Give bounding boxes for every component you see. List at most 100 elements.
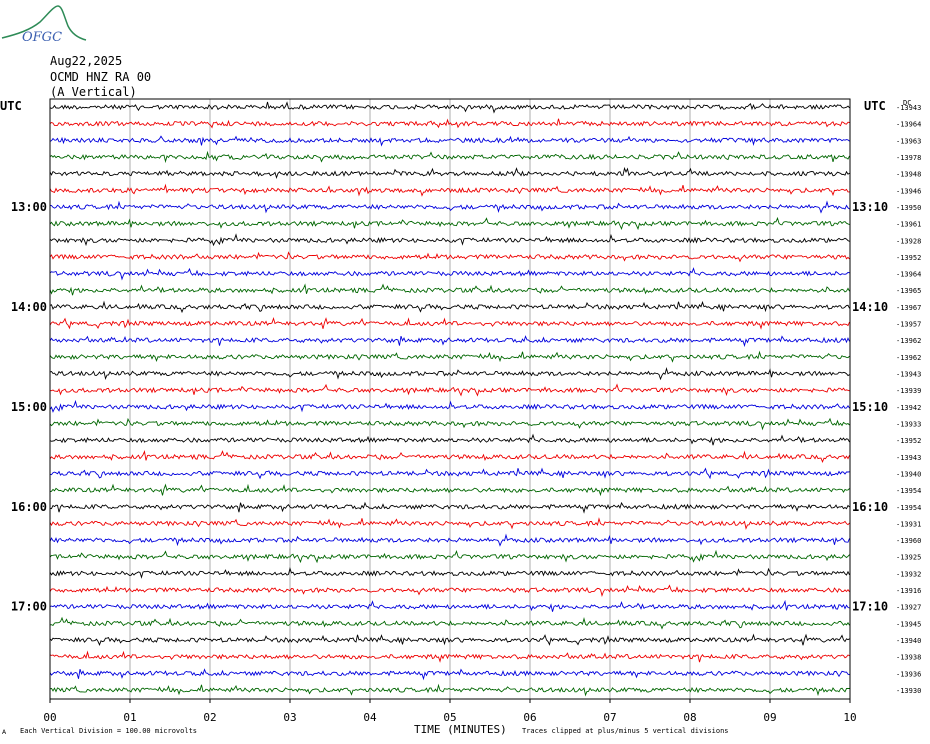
dc-offset-label: -13962 xyxy=(896,337,921,345)
trace-line xyxy=(49,135,850,147)
dc-offset-label: -13965 xyxy=(896,287,921,295)
dc-header-label: DC xyxy=(903,99,911,107)
dc-offset-label: -13945 xyxy=(896,620,921,628)
dc-offset-label: -13940 xyxy=(896,637,921,645)
dc-offset-label: -13950 xyxy=(896,204,921,212)
right-time-label: 15:10 xyxy=(852,400,888,414)
trace-line xyxy=(49,183,850,197)
dc-offset-label: -13952 xyxy=(896,254,921,262)
dc-offset-label: -13928 xyxy=(896,237,921,245)
x-tick-label: 03 xyxy=(283,711,296,724)
dc-offset-label: -13933 xyxy=(896,420,921,428)
trace-line xyxy=(49,417,850,431)
left-time-label: 16:00 xyxy=(11,500,47,514)
dc-offset-label: -13936 xyxy=(896,670,921,678)
x-tick-label: 06 xyxy=(523,711,536,724)
left-time-label: 14:00 xyxy=(11,300,47,314)
trace-line xyxy=(49,449,850,463)
x-tick-label: 00 xyxy=(43,711,56,724)
right-utc-label: UTC xyxy=(864,99,886,113)
trace-line xyxy=(49,335,850,348)
trace-line xyxy=(49,549,850,564)
dc-offset-label: -13930 xyxy=(896,687,921,695)
trace-line xyxy=(49,200,850,214)
dc-offset-label: -13967 xyxy=(896,304,921,312)
x-tick-label: 01 xyxy=(123,711,136,724)
trace-line xyxy=(49,584,850,598)
dc-offset-label: -13952 xyxy=(896,437,921,445)
x-tick-label: 08 xyxy=(683,711,696,724)
dc-offset-labels: -13943 -13964 -13963 -13978 -13948 -13946 -139… xyxy=(896,104,921,695)
ofgc-logo: OFGC xyxy=(1,5,87,45)
dc-offset-label: -13932 xyxy=(896,570,921,578)
trace-line xyxy=(49,467,850,480)
trace-line xyxy=(49,383,850,397)
trace-line xyxy=(49,399,850,413)
dc-offset-label: -13964 xyxy=(896,271,921,279)
trace-line xyxy=(49,517,850,530)
dc-offset-label: -13916 xyxy=(896,587,921,595)
dc-offset-label: -13957 xyxy=(896,321,921,329)
dc-offset-label: -13962 xyxy=(896,354,921,362)
seismic-traces xyxy=(49,101,850,697)
trace-line xyxy=(49,683,850,697)
component-label: (A Vertical) xyxy=(50,85,137,99)
x-tick-label: 04 xyxy=(363,711,377,724)
dc-offset-label: -13943 xyxy=(896,454,921,462)
trace-line xyxy=(49,166,850,180)
dc-offset-label: -13943 xyxy=(896,104,921,112)
left-time-label: 15:00 xyxy=(11,400,47,414)
x-axis-ticks: 00 01 02 03 04 05 06 07 08 09 10 xyxy=(43,699,857,724)
right-time-label: 14:10 xyxy=(852,300,888,314)
trace-line xyxy=(49,616,850,630)
dc-offset-label: -13946 xyxy=(896,187,921,195)
x-tick-label: 10 xyxy=(843,711,856,724)
dc-offset-label: -13939 xyxy=(896,387,921,395)
dc-offset-label: -13940 xyxy=(896,470,921,478)
dc-offset-label: -13954 xyxy=(896,504,921,512)
trace-line xyxy=(49,300,850,314)
clip-note: Traces clipped at plus/minus 5 vertical … xyxy=(522,727,729,735)
dc-offset-label: -13931 xyxy=(896,520,921,528)
left-utc-label: UTC xyxy=(0,99,22,113)
trace-line xyxy=(49,567,850,579)
right-time-labels: 13:10 14:10 15:10 16:10 17:10 xyxy=(852,200,888,614)
dc-offset-label: -13960 xyxy=(896,537,921,545)
dc-offset-label: -13948 xyxy=(896,171,921,179)
trace-line xyxy=(49,101,850,114)
trace-line xyxy=(49,533,850,547)
dc-offset-label: -13938 xyxy=(896,654,921,662)
x-axis-title: TIME (MINUTES) xyxy=(414,723,507,736)
dc-offset-label: -13978 xyxy=(896,154,921,162)
trace-line xyxy=(49,251,850,263)
corner-mark: A xyxy=(2,729,7,736)
trace-line xyxy=(49,267,850,281)
dc-offset-label: -13925 xyxy=(896,554,921,562)
trace-line xyxy=(49,433,850,446)
right-time-label: 16:10 xyxy=(852,500,888,514)
dc-offset-label: -13961 xyxy=(896,221,921,229)
trace-line xyxy=(49,599,850,612)
trace-line xyxy=(49,216,850,231)
left-time-labels: 13:00 14:00 15:00 16:00 17:00 xyxy=(11,200,47,614)
dc-offset-label: -13964 xyxy=(896,121,921,129)
x-tick-label: 05 xyxy=(443,711,456,724)
dc-offset-label: -13963 xyxy=(896,137,921,145)
right-time-label: 13:10 xyxy=(852,200,888,214)
trace-line xyxy=(49,366,850,381)
x-tick-label: 07 xyxy=(603,711,616,724)
x-tick-label: 09 xyxy=(763,711,776,724)
trace-line xyxy=(49,633,850,646)
plot-date: Aug22,2025 xyxy=(50,54,123,68)
trace-line xyxy=(49,668,850,681)
trace-line xyxy=(49,650,850,663)
dc-offset-label: -13943 xyxy=(896,371,921,379)
trace-line xyxy=(49,350,850,363)
trace-line xyxy=(49,317,850,330)
right-time-label: 17:10 xyxy=(852,600,888,614)
scale-note: Each Vertical Division = 100.00 microvol… xyxy=(20,727,197,735)
trace-line xyxy=(49,283,850,296)
left-time-label: 17:00 xyxy=(11,600,47,614)
plot-grid xyxy=(129,99,771,699)
